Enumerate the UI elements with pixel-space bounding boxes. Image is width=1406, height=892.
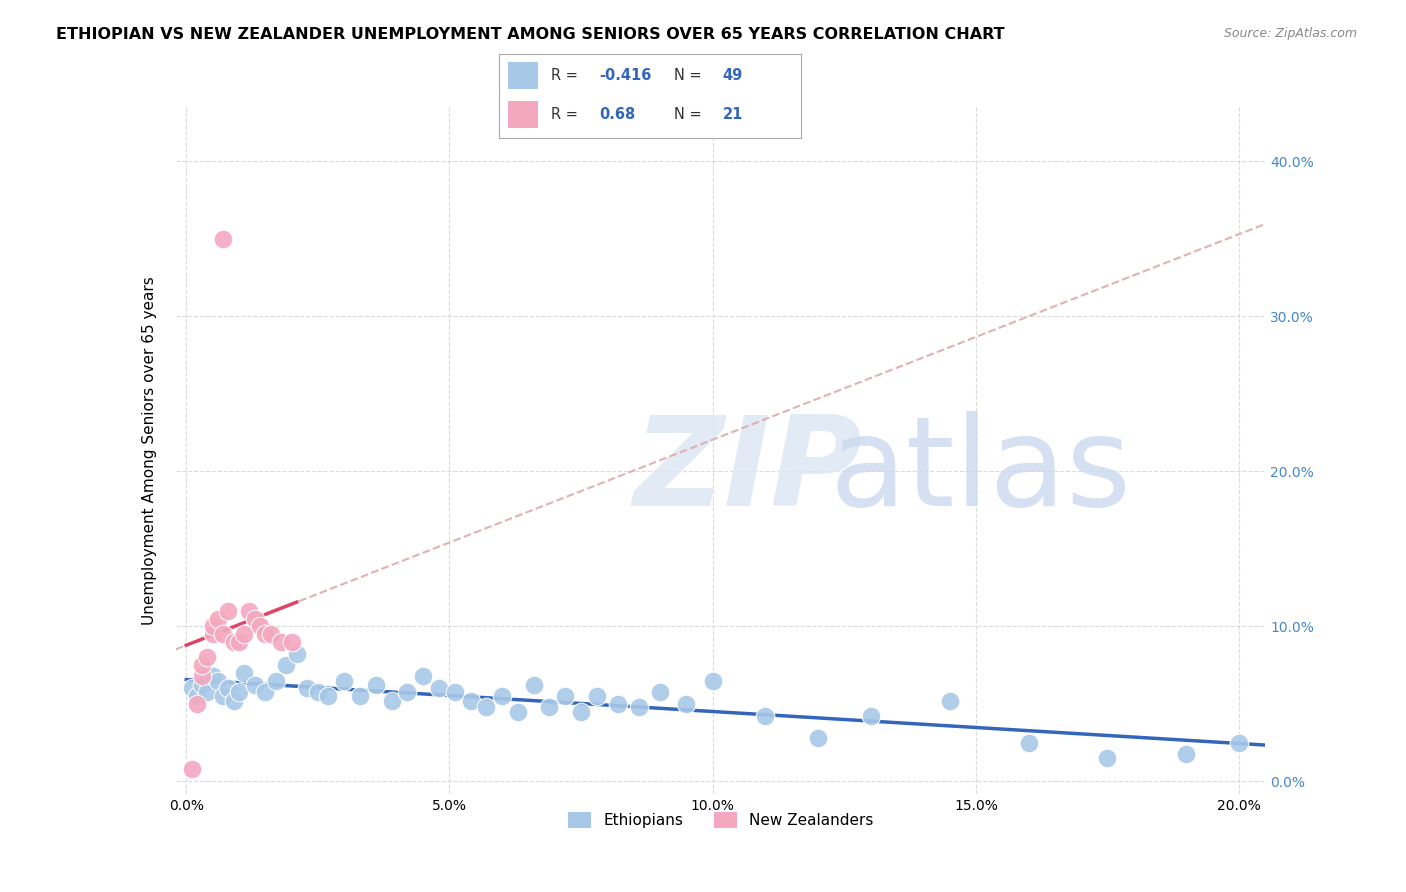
Text: atlas: atlas (830, 410, 1132, 532)
Point (233, 665, 256, 680)
Point (627, 700, 650, 714)
Point (364, 678, 387, 692)
Point (249, 619, 271, 633)
Point (201, 619, 224, 633)
Text: Source: ZipAtlas.com: Source: ZipAtlas.com (1223, 27, 1357, 40)
Legend: Ethiopians, New Zealanders: Ethiopians, New Zealanders (562, 806, 879, 834)
Point (195, 650, 218, 665)
Bar (508, 101, 538, 128)
Point (264, 673, 287, 688)
Point (259, 627, 281, 641)
Point (270, 635, 292, 649)
Point (228, 635, 250, 649)
Point (228, 684, 250, 698)
Point (243, 612, 266, 626)
Point (1097, 751, 1119, 765)
Point (859, 709, 882, 723)
Point (586, 689, 609, 703)
Point (243, 678, 266, 692)
Point (217, 604, 239, 618)
Y-axis label: Unemployment Among Seniors over 65 years: Unemployment Among Seniors over 65 years (142, 277, 157, 624)
Point (443, 684, 465, 698)
Bar (508, 62, 538, 89)
Point (180, 762, 202, 776)
Text: -0.416: -0.416 (599, 68, 651, 83)
Point (538, 700, 561, 714)
Point (217, 681, 239, 696)
Point (233, 627, 256, 641)
Point (648, 684, 671, 698)
Point (318, 689, 340, 703)
Point (460, 694, 482, 708)
Text: N =: N = (675, 68, 707, 83)
Point (807, 731, 830, 745)
Point (754, 709, 776, 723)
Point (297, 681, 319, 696)
Point (212, 689, 235, 703)
Point (222, 694, 245, 708)
Point (506, 705, 529, 719)
Point (254, 684, 277, 698)
Point (191, 678, 214, 692)
Point (427, 681, 450, 696)
Point (195, 684, 218, 698)
Point (569, 705, 592, 719)
Text: 21: 21 (723, 107, 744, 122)
Point (523, 678, 546, 692)
Point (254, 627, 277, 641)
Point (554, 689, 576, 703)
Text: R =: R = (551, 107, 582, 122)
Point (333, 673, 356, 688)
Point (1227, 736, 1250, 750)
Point (186, 697, 208, 711)
Point (606, 697, 628, 711)
Point (1175, 747, 1198, 761)
Point (186, 689, 208, 703)
Point (675, 697, 697, 711)
Point (491, 689, 513, 703)
Point (412, 669, 434, 683)
Point (396, 684, 419, 698)
Point (222, 635, 245, 649)
Text: ETHIOPIAN VS NEW ZEALANDER UNEMPLOYMENT AMONG SENIORS OVER 65 YEARS CORRELATION : ETHIOPIAN VS NEW ZEALANDER UNEMPLOYMENT … (56, 27, 1005, 42)
Point (180, 681, 202, 696)
Text: 49: 49 (723, 68, 744, 83)
Point (381, 694, 404, 708)
Point (702, 673, 724, 688)
Point (1018, 736, 1040, 750)
Text: ZIP: ZIP (633, 410, 862, 532)
Point (191, 669, 214, 683)
Point (201, 627, 224, 641)
Point (475, 700, 498, 714)
Point (207, 673, 229, 688)
Point (212, 627, 235, 641)
Text: R =: R = (551, 68, 582, 83)
Point (276, 658, 298, 673)
Point (349, 689, 371, 703)
Point (201, 669, 224, 683)
Point (285, 648, 308, 662)
Text: 0.68: 0.68 (599, 107, 636, 122)
Point (280, 635, 302, 649)
Point (207, 612, 229, 626)
Point (212, 232, 235, 246)
Point (191, 658, 214, 673)
Point (307, 684, 329, 698)
Text: N =: N = (675, 107, 707, 122)
Point (938, 694, 960, 708)
Point (238, 604, 260, 618)
